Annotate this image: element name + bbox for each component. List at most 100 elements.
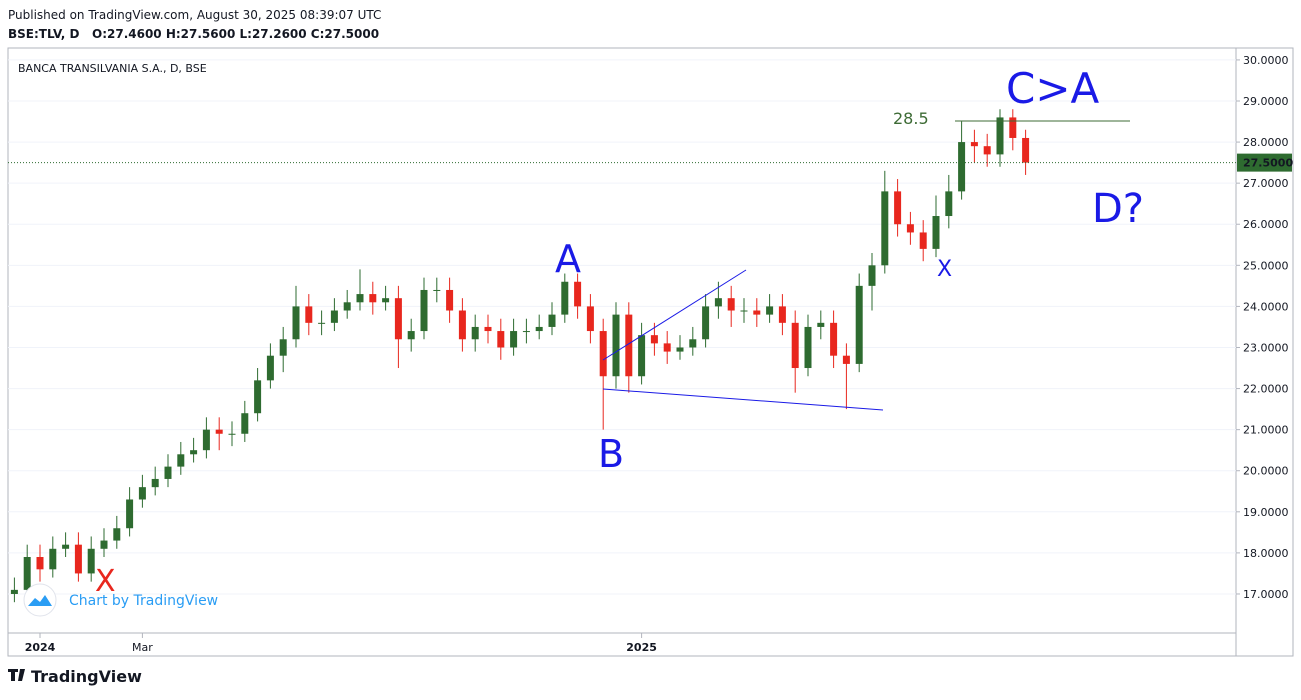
candle-body [753,310,761,315]
symbol: BSE:TLV, D [8,27,79,41]
chart-title: BANCA TRANSILVANIA S.A., D, BSE [18,62,207,75]
candle-body [228,433,236,435]
watermark: Chart by TradingView [69,593,218,609]
y-tick-label: 19.0000 [1243,506,1289,519]
candle-body [586,306,594,332]
y-tick-label: 21.0000 [1243,424,1289,437]
candle-body [574,281,582,307]
candle-body [10,589,18,594]
x-tick-label: 2024 [25,641,56,654]
ohlc: O:27.4600 H:27.5600 L:27.2600 C:27.5000 [92,27,379,41]
candle-body [305,306,313,323]
candle-body [241,413,249,434]
candle-body [100,540,108,549]
candle-body [23,556,31,590]
candle-body [855,285,863,364]
candle-body [279,339,287,356]
logo-badge [23,583,57,617]
candle-body [407,331,415,340]
candle-body [817,322,825,327]
chart-frame [7,47,1294,657]
candle-body [292,306,300,340]
candle-body [638,335,646,377]
candle-body [356,294,364,303]
candle-body [945,191,953,217]
candle-body [484,326,492,332]
y-tick-label: 27.0000 [1243,177,1289,190]
candle-body [676,347,684,352]
annotation: X [937,257,952,282]
candle-body [190,450,198,455]
candle-body [958,142,966,192]
candle-body [318,322,326,324]
candle-body [177,454,185,467]
candle-body [49,548,57,570]
candle-body [983,146,991,155]
annotation: 28.5 [893,109,929,128]
candle-body [535,326,543,332]
candle-body [254,380,262,414]
annotation: D? [1092,186,1144,232]
candle-body [906,224,914,233]
candle-body [164,466,172,479]
candle-body [1009,117,1017,138]
y-tick-label: 24.0000 [1243,300,1289,313]
candle-body [1022,137,1030,163]
candle-body [714,298,722,307]
candle-body [62,544,70,549]
candle-body [343,302,351,311]
candle-body [382,298,390,303]
candle-body [87,548,95,574]
candle-body [446,289,454,311]
candle-body [766,306,774,315]
candle-body [919,232,927,249]
candle-body [74,544,82,574]
trend-line [602,388,884,411]
candle-body [394,298,402,340]
candle-body [561,281,569,315]
candle-body [522,331,530,333]
candle-body [369,294,377,303]
candle-body [548,314,556,327]
published-line: Published on TradingView.com, August 30,… [8,8,381,22]
candle-body [894,191,902,225]
trend-line [602,269,747,361]
y-tick-label: 28.0000 [1243,136,1289,149]
annotation: A [555,237,581,281]
y-tick-label: 18.0000 [1243,547,1289,560]
candle-body [868,265,876,286]
y-tick-label: 25.0000 [1243,259,1289,272]
y-tick-label: 26.0000 [1243,218,1289,231]
candle-body [804,326,812,369]
candle-body [689,339,697,348]
logo-icon [28,595,52,606]
y-tick-label: 30.0000 [1243,54,1289,67]
candle-body [510,331,518,348]
candle-body [151,478,159,488]
candle-body [36,556,44,570]
candle-body [420,289,428,332]
candle-body [663,343,671,352]
y-tick-label: 29.0000 [1243,95,1289,108]
candle-body [215,429,223,434]
plot: 17.0000 18.0000 19.0000 20.0000 21.0000 22.00… [8,54,1289,654]
candle-body [842,355,850,364]
candle-body [932,216,940,249]
brand-logo [8,669,25,681]
last-price-badge [1237,153,1292,172]
candle-body [740,310,748,312]
candle-body [202,429,210,451]
x-tick-label: 2025 [626,641,657,654]
candle-body [881,191,889,266]
candle-body [433,289,441,291]
y-tick-label: 20.0000 [1243,465,1289,478]
candle-body [830,322,838,356]
y-tick-label: 17.0000 [1243,588,1289,601]
annotation: C>A [1006,64,1100,113]
last-price-label: 27.5000 [1243,157,1293,170]
candle-body [727,298,735,311]
candle-body [330,310,338,323]
annotation: B [598,432,624,476]
candle-body [970,142,978,147]
candle-body [458,310,466,340]
